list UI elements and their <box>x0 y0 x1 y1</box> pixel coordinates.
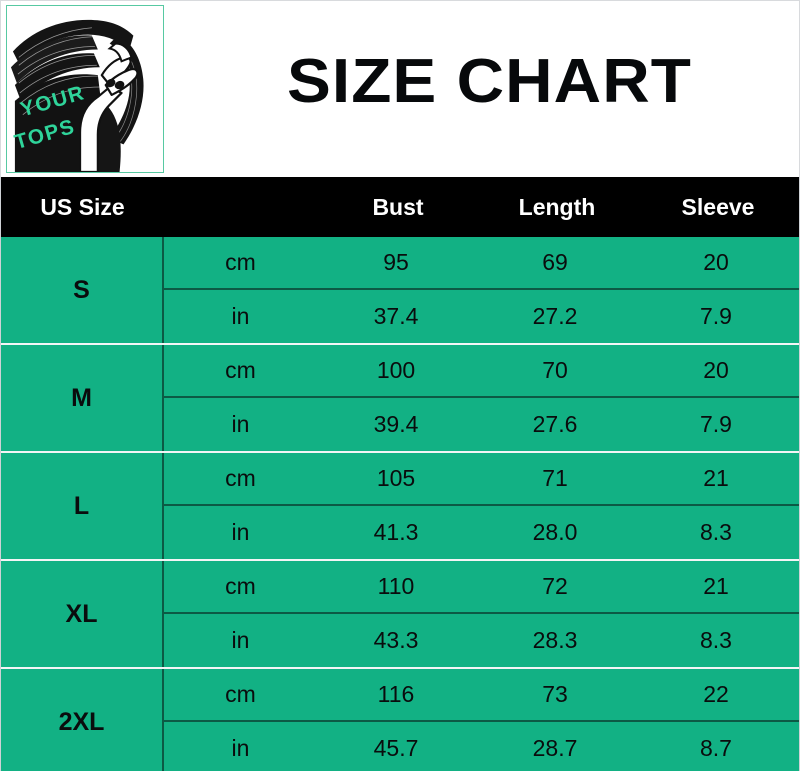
unit-label: in <box>231 627 250 653</box>
unit-label: in <box>231 303 250 329</box>
bust-value: 41.3 <box>373 519 419 545</box>
size-label: S <box>1 237 164 343</box>
unit-label: cm <box>225 357 256 383</box>
unit-label: cm <box>225 249 256 275</box>
bust-value: 110 <box>377 573 415 599</box>
measurement-row-cm: cm 105 71 21 <box>164 453 799 506</box>
measurement-row-cm: cm 110 72 21 <box>164 561 799 614</box>
measurement-rows: cm 105 71 21 in 41.3 28.0 8.3 <box>164 453 799 559</box>
measurement-rows: cm 110 72 21 in 43.3 28.3 8.3 <box>164 561 799 667</box>
sleeve-value: 7.9 <box>700 303 732 329</box>
table-row: M cm 100 70 20 in 39.4 27.6 7.9 <box>1 345 799 453</box>
measurement-row-in: in 43.3 28.3 8.3 <box>164 614 799 667</box>
woman-illustration-icon: YOUR TOPS <box>7 6 163 172</box>
length-value: 28.3 <box>532 627 578 653</box>
measurement-row-in: in 39.4 27.6 7.9 <box>164 398 799 451</box>
column-header-bust: Bust <box>372 193 424 220</box>
size-label: 2XL <box>1 669 164 771</box>
measurement-rows: cm 95 69 20 in 37.4 27.2 7.9 <box>164 237 799 343</box>
unit-label: in <box>231 735 250 761</box>
measurement-row-in: in 45.7 28.7 8.7 <box>164 722 799 771</box>
sleeve-value: 7.9 <box>700 411 732 437</box>
size-table: US Size Bust Length Sleeve S cm 95 69 20… <box>0 177 800 771</box>
sleeve-value: 8.3 <box>700 627 732 653</box>
measurement-rows: cm 100 70 20 in 39.4 27.6 7.9 <box>164 345 799 451</box>
brand-logo: YOUR TOPS <box>6 5 164 173</box>
length-value: 27.6 <box>532 411 578 437</box>
measurement-rows: cm 116 73 22 in 45.7 28.7 8.7 <box>164 669 799 771</box>
length-value: 28.7 <box>532 735 578 761</box>
measurement-row-cm: cm 100 70 20 <box>164 345 799 398</box>
length-value: 71 <box>542 465 568 491</box>
measurement-row-in: in 37.4 27.2 7.9 <box>164 290 799 343</box>
table-header-row: US Size Bust Length Sleeve <box>1 177 799 237</box>
sleeve-value: 20 <box>703 357 729 383</box>
size-label: M <box>1 345 164 451</box>
table-row: 2XL cm 116 73 22 in 45.7 28.7 8.7 <box>1 669 799 771</box>
unit-label: in <box>231 519 250 545</box>
table-row: L cm 105 71 21 in 41.3 28.0 8.3 <box>1 453 799 561</box>
length-value: 69 <box>542 249 568 275</box>
length-value: 73 <box>542 681 568 707</box>
length-value: 28.0 <box>532 519 578 545</box>
unit-label: in <box>231 411 250 437</box>
unit-label: cm <box>225 681 256 707</box>
size-label: XL <box>1 561 164 667</box>
size-label: L <box>1 453 164 559</box>
bust-value: 105 <box>376 465 416 491</box>
table-row: S cm 95 69 20 in 37.4 27.2 7.9 <box>1 237 799 345</box>
length-value: 72 <box>542 573 568 599</box>
table-row: XL cm 110 72 21 in 43.3 28.3 8.3 <box>1 561 799 669</box>
sleeve-value: 20 <box>703 249 729 275</box>
page-title: SIZE CHART <box>287 47 692 116</box>
bust-value: 100 <box>376 357 416 383</box>
bust-value: 45.7 <box>373 735 419 761</box>
measurement-row-cm: cm 116 73 22 <box>164 669 799 722</box>
measurement-row-cm: cm 95 69 20 <box>164 237 799 290</box>
column-header-length: Length <box>518 193 596 220</box>
unit-label: cm <box>225 573 256 599</box>
bust-value: 37.4 <box>373 303 419 329</box>
bust-value: 116 <box>377 681 415 707</box>
bust-value: 95 <box>383 249 409 275</box>
sleeve-value: 21 <box>703 573 729 599</box>
sleeve-value: 8.7 <box>700 735 732 761</box>
measurement-row-in: in 41.3 28.0 8.3 <box>164 506 799 559</box>
length-value: 27.2 <box>532 303 578 329</box>
column-header-us-size: US Size <box>40 193 125 220</box>
sleeve-value: 22 <box>703 681 729 707</box>
chart-banner: YOUR TOPS SIZE CHART <box>0 0 800 177</box>
length-value: 70 <box>542 357 568 383</box>
sleeve-value: 8.3 <box>700 519 732 545</box>
bust-value: 43.3 <box>373 627 419 653</box>
unit-label: cm <box>225 465 256 491</box>
column-header-sleeve: Sleeve <box>681 193 755 220</box>
bust-value: 39.4 <box>373 411 419 437</box>
sleeve-value: 21 <box>703 465 729 491</box>
